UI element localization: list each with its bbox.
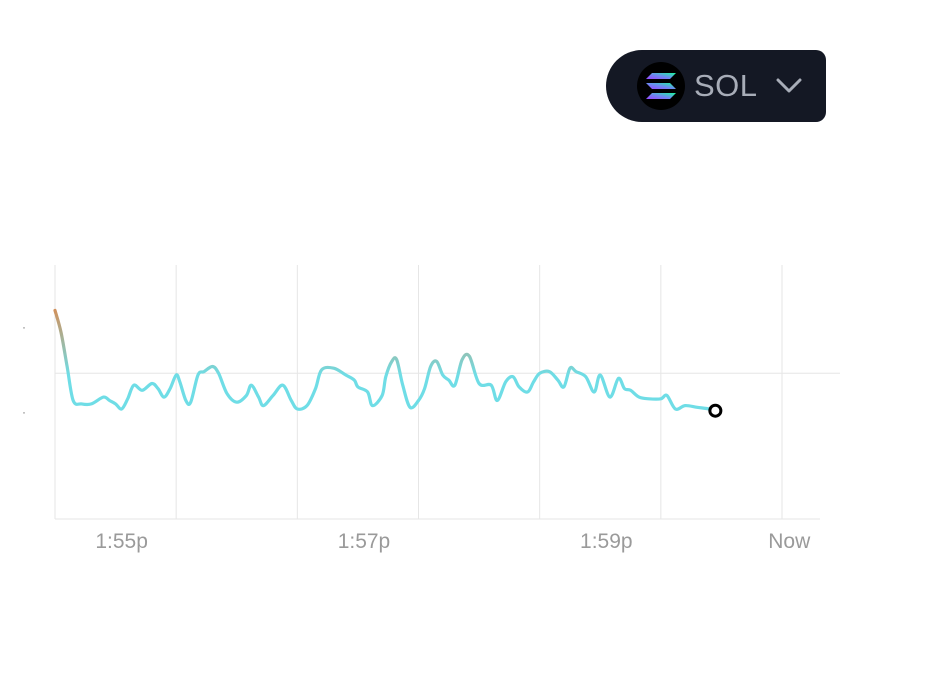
x-tick-label: 1:55p [95,530,148,553]
token-symbol: SOL [694,68,758,103]
x-axis-ticks: 1:55p 1:57p 1:59p Now [95,530,811,553]
x-tick-label: 1:59p [580,530,633,553]
chart-grid [23,265,840,520]
chevron-down-icon [776,78,802,94]
price-series-line [53,308,717,413]
x-tick-label: Now [768,530,811,553]
solana-logo-icon [637,62,685,110]
x-tick-label: 1:57p [338,530,391,553]
current-price-marker [708,403,723,418]
token-selector[interactable]: SOL [606,50,826,122]
chart-series [53,308,723,418]
